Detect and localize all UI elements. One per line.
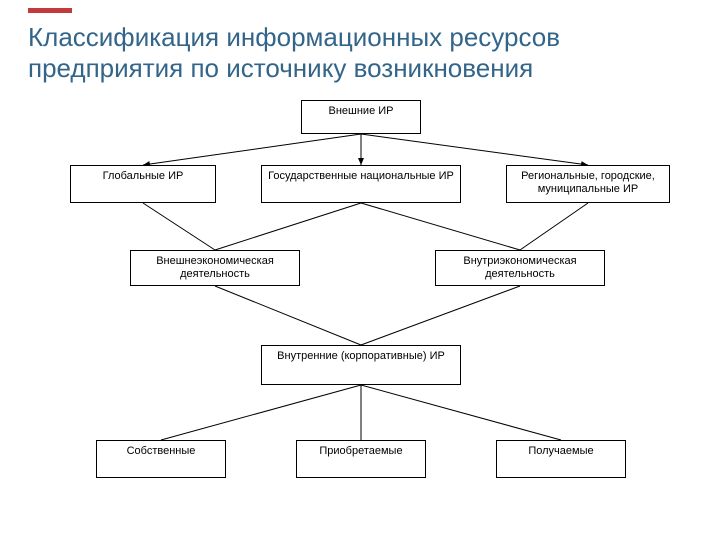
node-n3: Государственные национальные ИР [261,165,461,203]
edge-n2-n5 [143,203,215,250]
edge-n7-n10 [361,385,561,440]
edge-n1-n4 [361,134,588,165]
node-n5: Внешнеэкономическая деятельность [130,250,300,286]
node-n1: Внешние ИР [301,100,421,134]
node-n9: Приобретаемые [296,440,426,478]
node-n8: Собственные [96,440,226,478]
node-n2: Глобальные ИР [70,165,216,203]
edge-n1-n2 [143,134,361,165]
node-n7: Внутренние (корпоративные) ИР [261,345,461,385]
edge-n7-n8 [161,385,361,440]
node-n10: Получаемые [496,440,626,478]
edge-n4-n6 [520,203,588,250]
node-n4: Региональные, городские, муниципальные И… [506,165,670,203]
edge-n3-n5 [215,203,361,250]
node-n6: Внутриэкономическая деятельность [435,250,605,286]
edge-n6-n7 [361,286,520,345]
edge-n5-n7 [215,286,361,345]
flowchart: Внешние ИР Глобальные ИР Государственные н… [0,0,720,540]
edge-n3-n6 [361,203,520,250]
